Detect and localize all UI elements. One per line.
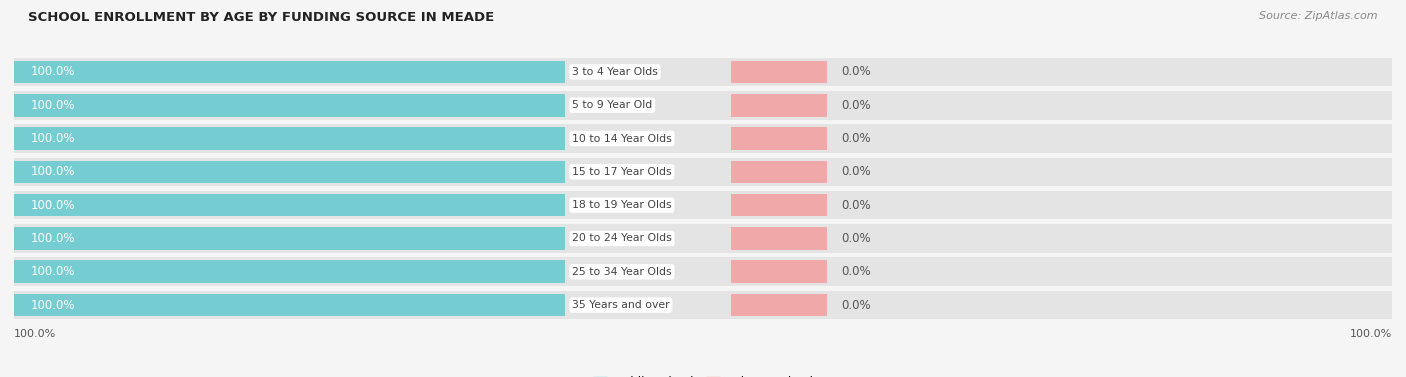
Bar (14, 61, 565, 83)
Text: 18 to 19 Year Olds: 18 to 19 Year Olds (572, 200, 672, 210)
Bar (731, 261, 827, 283)
Bar (14, 227, 565, 250)
Bar (731, 127, 827, 150)
Text: 100.0%: 100.0% (31, 199, 75, 211)
Bar (14, 161, 565, 183)
Text: 5 to 9 Year Old: 5 to 9 Year Old (572, 100, 652, 110)
Bar (731, 94, 827, 116)
Text: 10 to 14 Year Olds: 10 to 14 Year Olds (572, 133, 672, 144)
Text: 100.0%: 100.0% (31, 65, 75, 78)
Text: 0.0%: 0.0% (841, 265, 870, 278)
Bar (14, 191, 1392, 219)
Text: 0.0%: 0.0% (841, 65, 870, 78)
Bar (731, 61, 827, 83)
Bar (14, 257, 1392, 286)
Text: SCHOOL ENROLLMENT BY AGE BY FUNDING SOURCE IN MEADE: SCHOOL ENROLLMENT BY AGE BY FUNDING SOUR… (28, 11, 495, 24)
Text: 100.0%: 100.0% (31, 132, 75, 145)
Bar (14, 94, 565, 116)
Text: 0.0%: 0.0% (841, 199, 870, 211)
Text: 100.0%: 100.0% (31, 99, 75, 112)
Bar (14, 291, 1392, 319)
Text: 0.0%: 0.0% (841, 166, 870, 178)
Bar (14, 261, 565, 283)
Bar (731, 194, 827, 216)
Bar (14, 158, 1392, 186)
Bar (14, 127, 565, 150)
Text: 25 to 34 Year Olds: 25 to 34 Year Olds (572, 267, 672, 277)
Bar (731, 227, 827, 250)
Text: Source: ZipAtlas.com: Source: ZipAtlas.com (1260, 11, 1378, 21)
Legend: Public School, Private School: Public School, Private School (593, 376, 813, 377)
Text: 35 Years and over: 35 Years and over (572, 300, 669, 310)
Bar (14, 91, 1392, 120)
Text: 100.0%: 100.0% (31, 232, 75, 245)
Bar (14, 294, 565, 316)
Bar (14, 224, 1392, 253)
Text: 100.0%: 100.0% (31, 299, 75, 312)
Text: 100.0%: 100.0% (31, 265, 75, 278)
Text: 3 to 4 Year Olds: 3 to 4 Year Olds (572, 67, 658, 77)
Text: 100.0%: 100.0% (14, 329, 56, 339)
Text: 15 to 17 Year Olds: 15 to 17 Year Olds (572, 167, 672, 177)
Text: 0.0%: 0.0% (841, 299, 870, 312)
Text: 0.0%: 0.0% (841, 232, 870, 245)
Text: 20 to 24 Year Olds: 20 to 24 Year Olds (572, 233, 672, 244)
Bar (14, 194, 565, 216)
Bar (731, 294, 827, 316)
Text: 0.0%: 0.0% (841, 99, 870, 112)
Text: 100.0%: 100.0% (31, 166, 75, 178)
Text: 0.0%: 0.0% (841, 132, 870, 145)
Bar (731, 161, 827, 183)
Bar (14, 124, 1392, 153)
Text: 100.0%: 100.0% (1350, 329, 1392, 339)
Bar (14, 58, 1392, 86)
